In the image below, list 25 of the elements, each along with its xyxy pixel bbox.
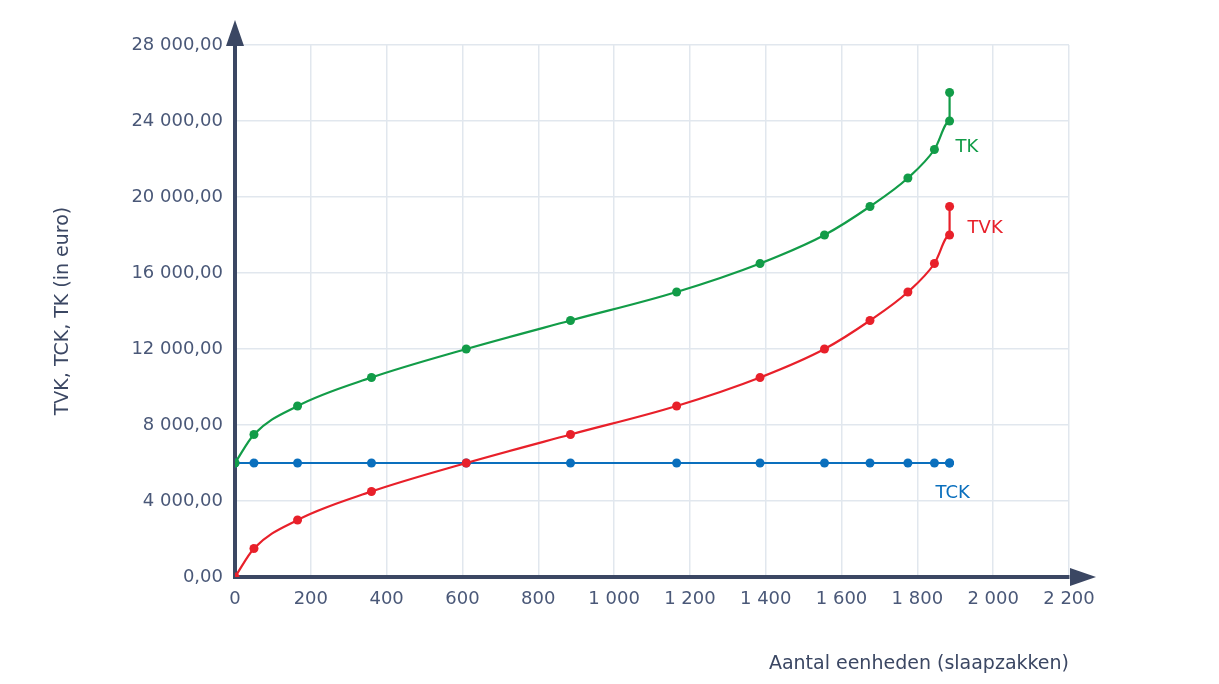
y-tick-label: 20 000,00 [131, 184, 223, 206]
series-label: TK [954, 135, 980, 157]
y-tick-label: 8 000,00 [142, 412, 223, 434]
y-tick-label: 0,00 [182, 564, 223, 586]
x-tick-label: 1 800 [891, 587, 944, 609]
y-axis-title: TVK, TCK, TK (in euro) [50, 206, 73, 417]
x-axis-title: Aantal eenheden (slaapzakken) [768, 650, 1069, 673]
x-tick-label: 800 [521, 587, 556, 609]
y-tick-label: 4 000,00 [142, 488, 223, 510]
x-tick-label: 1 200 [664, 587, 716, 609]
x-tick-label: 2 000 [967, 587, 1019, 609]
y-tick-label: 16 000,00 [131, 260, 223, 282]
x-tick-label: 2 200 [1043, 587, 1095, 609]
x-tick-label: 400 [369, 587, 404, 609]
series-label: TVK [966, 216, 1004, 238]
x-tick-label: 1 000 [588, 587, 640, 609]
series-label: TCK [934, 480, 972, 502]
y-tick-label: 12 000,00 [131, 336, 223, 358]
y-tick-label: 24 000,00 [131, 108, 223, 130]
x-tick-label: 1 400 [739, 587, 792, 609]
x-tick-label: 0 [229, 587, 241, 609]
x-tick-label: 1 600 [815, 587, 868, 609]
x-tick-label: 200 [293, 587, 328, 609]
y-tick-label: 28 000,00 [131, 32, 223, 54]
x-tick-label: 600 [445, 587, 480, 609]
